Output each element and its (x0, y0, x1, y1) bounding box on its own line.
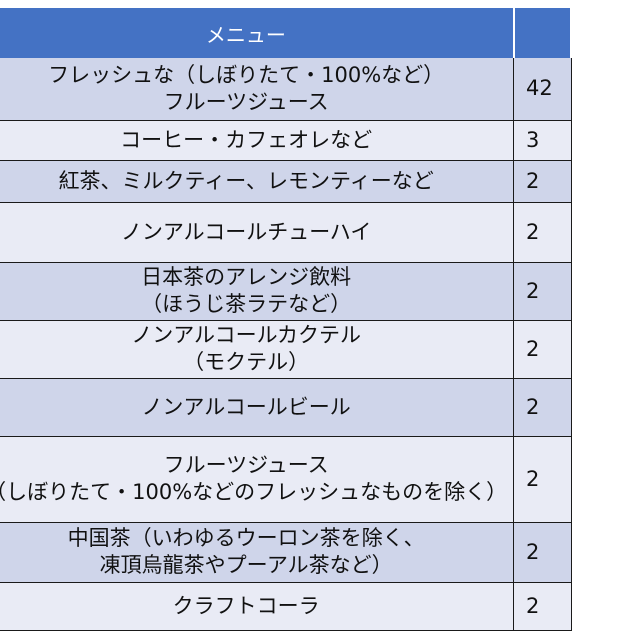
menu-text: 凍頂烏龍茶やプーアル茶など） (99, 553, 393, 577)
menu-text: ノンアルコールビール (141, 394, 351, 419)
table-row: ノンアルコールビール 2 (0, 378, 572, 437)
percentage-value: 2 (526, 336, 540, 361)
menu-cell: ノンアルコールカクテル （モクテル） (0, 320, 515, 379)
percentage-cell: 3 (513, 120, 572, 161)
percentage-value: 2 (526, 593, 540, 618)
table-body: フレッシュな（しぼりたて・100%など） フルーツジュース 42 コーヒー・カフェオレ… (0, 58, 572, 631)
percentage-cell: 2 (513, 522, 572, 583)
menu-text: フルーツジュース (163, 453, 329, 477)
percentage-cell: 2 (513, 582, 572, 631)
percentage-cell: 2 (513, 160, 572, 203)
percentage-cell: 2 (513, 262, 572, 321)
menu-text: 中国茶（いわゆるウーロン茶を除く、 (67, 526, 425, 550)
menu-cell: 中国茶（いわゆるウーロン茶を除く、 凍頂烏龍茶やプーアル茶など） (0, 522, 515, 583)
menu-cell: コーヒー・カフェオレなど (0, 120, 515, 161)
menu-text: ノンアルコールチューハイ (120, 219, 372, 244)
menu-cell: フレッシュな（しぼりたて・100%など） フルーツジュース (0, 58, 515, 121)
menu-text: 日本茶のアレンジ飲料 (141, 265, 352, 289)
table-row: 紅茶、ミルクティー、レモンティーなど 2 (0, 160, 572, 203)
percentage-value: 2 (526, 394, 540, 419)
menu-text: コーヒー・カフェオレなど (120, 127, 373, 152)
percentage-value: 2 (526, 466, 540, 491)
table-row: コーヒー・カフェオレなど 3 (0, 120, 572, 161)
menu-cell: クラフトコーラ (0, 582, 515, 631)
table-row: 中国茶（いわゆるウーロン茶を除く、 凍頂烏龍茶やプーアル茶など） 2 (0, 522, 572, 583)
menu-cell: ノンアルコールチューハイ (0, 202, 515, 263)
table-row: ノンアルコールチューハイ 2 (0, 202, 572, 263)
menu-text: フルーツジュース (163, 89, 329, 114)
menu-cell: フルーツジュース （しぼりたて・100%などのフレッシュなものを除く） (0, 436, 515, 523)
menu-text: ノンアルコールカクテル (131, 323, 361, 347)
percentage-value: 2 (526, 539, 540, 564)
percentage-cell: 2 (513, 202, 572, 263)
ranking-table-container: 位 メニュー フレッシュな（しぼりたて・100%など）フルーツジュース42コーヒ… (0, 8, 640, 634)
drink-ranking-table: 位 メニュー フレッシュな（しぼりたて・100%など）フルーツジュース42コーヒ… (0, 8, 573, 631)
percentage-cell: 42 (513, 58, 572, 121)
table-row: フルーツジュース （しぼりたて・100%などのフレッシュなものを除く） 2 (0, 436, 572, 523)
percentage-value: 42 (526, 76, 553, 101)
table-row: 日本茶のアレンジ飲料 （ほうじ茶ラテなど） 2 (0, 262, 572, 321)
percentage-cell: 2 (513, 378, 572, 437)
table-row: ノンアルコールカクテル （モクテル） 2 (0, 320, 572, 379)
percentage-cell: 2 (513, 436, 572, 523)
percentage-value: 2 (526, 278, 540, 303)
menu-cell: ノンアルコールビール (0, 378, 515, 437)
menu-cell: 日本茶のアレンジ飲料 （ほうじ茶ラテなど） (0, 262, 515, 321)
menu-text: （モクテル） (183, 350, 310, 374)
header-pct (513, 8, 573, 58)
menu-text: クラフトコーラ (172, 593, 320, 618)
menu-text: （しぼりたて・100%などのフレッシュなものを除く） (0, 480, 508, 504)
table-row: フレッシュな（しぼりたて・100%など） フルーツジュース 42 (0, 58, 572, 121)
percentage-value: 2 (526, 168, 540, 193)
menu-text: （ほうじ茶ラテなど） (141, 292, 352, 316)
menu-text: 紅茶、ミルクティー、レモンティーなど (58, 168, 434, 193)
header-menu-label: メニュー (205, 22, 286, 47)
percentage-cell: 2 (513, 320, 572, 379)
percentage-value: 2 (526, 219, 540, 244)
header-menu: メニュー (0, 8, 515, 58)
menu-text: フレッシュな（しぼりたて・100%など） (48, 62, 445, 87)
percentage-value: 3 (526, 127, 540, 152)
menu-cell: 紅茶、ミルクティー、レモンティーなど (0, 160, 515, 203)
table-row: クラフトコーラ 2 (0, 582, 572, 631)
table-header-row: 位 メニュー (0, 8, 573, 58)
